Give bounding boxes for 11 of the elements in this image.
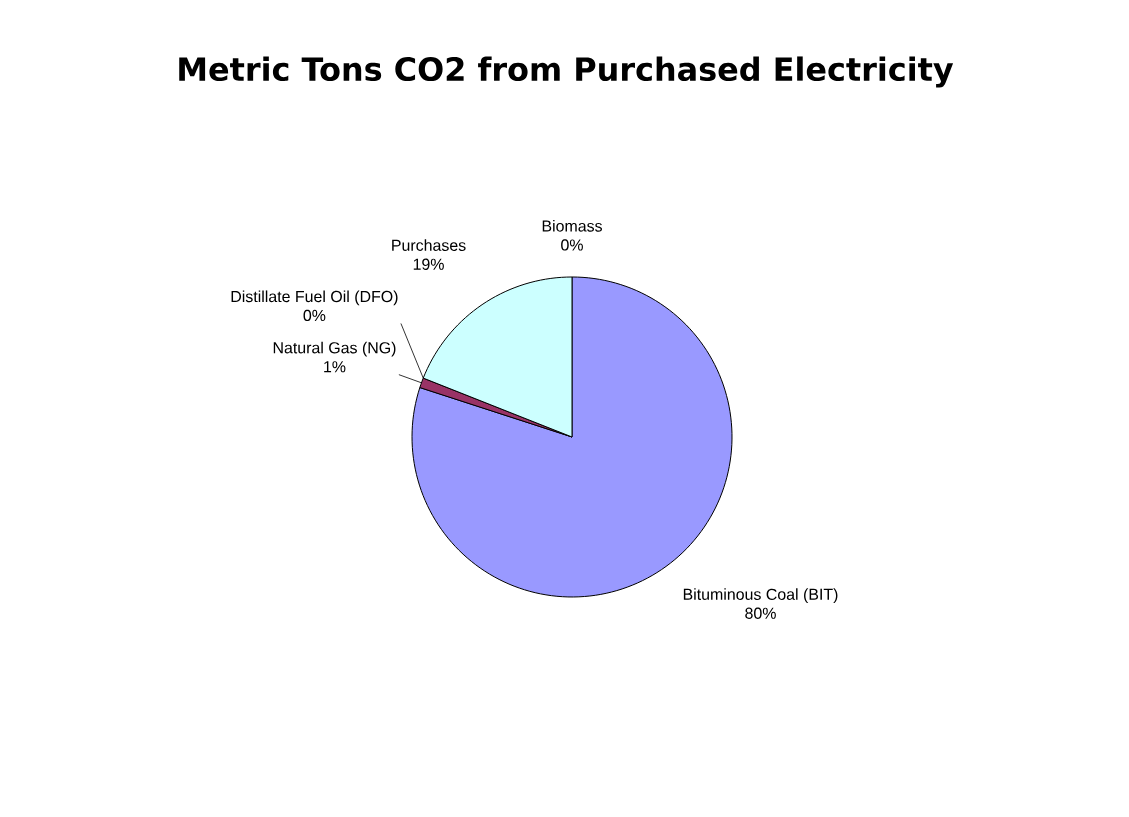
chart-title: Metric Tons CO2 from Purchased Electricity: [179, 56, 954, 88]
data-label: 80%: [745, 607, 776, 619]
slice-label: Purchases: [392, 239, 466, 251]
data-label: 19%: [413, 258, 444, 270]
category-label: Biomass: [542, 219, 602, 232]
slice-label: Natural Gas (NG): [273, 341, 396, 357]
slice-label: Bituminous Coal (BIT): [683, 588, 838, 604]
data-label: 1%: [324, 361, 346, 373]
text: 0%: [303, 309, 326, 322]
text: 0%: [561, 239, 583, 251]
category-label: Distillate Fuel Oil (DFO): [231, 290, 398, 306]
